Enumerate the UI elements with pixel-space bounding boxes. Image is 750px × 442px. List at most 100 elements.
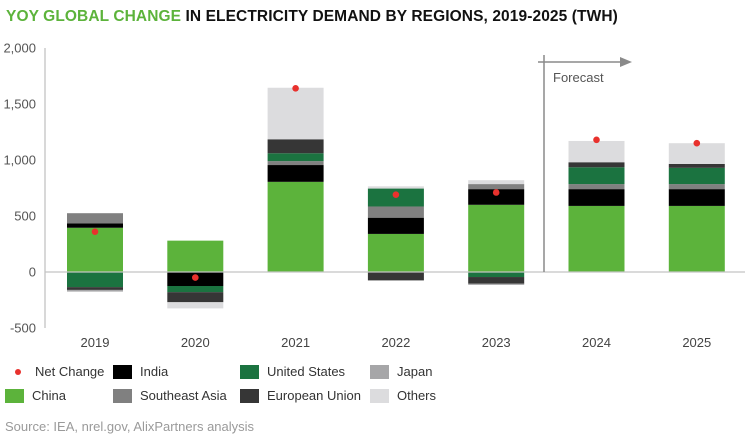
bar-segment-india: [468, 189, 525, 205]
bar-segment-united-states: [668, 167, 725, 185]
net-change-dot: [492, 189, 500, 196]
forecast-arrow-head-icon: [620, 57, 632, 67]
bar-segment-european-union: [468, 277, 525, 284]
bar-segment-others: [668, 143, 725, 164]
bar-segment-southeast-asia: [568, 184, 625, 190]
legend-swatch-icon: [113, 388, 132, 403]
bar-stack-2024: [568, 140, 625, 272]
net-change-dots: [91, 85, 701, 281]
bar-segment-southeast-asia: [468, 184, 525, 190]
chart-title: YOY GLOBAL CHANGE IN ELECTRICITY DEMAND …: [6, 8, 618, 26]
x-tick-label: 2020: [181, 335, 210, 350]
bar-stack-2025: [668, 143, 725, 272]
net-change-dot: [593, 136, 600, 144]
net-change-dot: [292, 85, 299, 92]
x-tick-label: 2021: [281, 335, 310, 350]
chart-plot: 2,000 1,500 1,000 500 0 -500 2019 2020 2021 2022…: [3, 41, 745, 350]
bar-segment-china: [568, 205, 625, 272]
legend-swatch-icon: [240, 388, 259, 403]
bar-segment-southeast-asia: [367, 206, 424, 218]
bar-stack-2019: [67, 213, 123, 292]
bar-stack-2022: [367, 186, 424, 281]
legend-item-united-states: United States: [240, 364, 345, 379]
bar-segment-european-union: [568, 162, 625, 168]
bar-segment-japan: [67, 289, 123, 292]
bar-segment-southeast-asia: [668, 184, 725, 190]
legend-label: United States: [267, 364, 346, 379]
x-tick-label: 2023: [482, 335, 511, 350]
legend-label: Others: [397, 388, 437, 403]
bar-segment-china: [67, 227, 123, 272]
legend-item-european-union: European Union: [240, 388, 361, 403]
net-change-dot: [392, 191, 400, 199]
legend-label: Japan: [397, 364, 433, 379]
bar-segment-european-union: [367, 272, 424, 281]
bar-segment-china: [367, 233, 424, 272]
forecast-annotation: Forecast: [538, 55, 632, 272]
legend-label: China: [32, 388, 66, 403]
legend-label: European Union: [267, 388, 361, 403]
y-tick-label: 1,500: [3, 97, 36, 112]
bar-segment-japan: [468, 283, 525, 285]
y-tick-label: 1,000: [3, 153, 36, 168]
legend-item-southeast-asia: Southeast Asia: [113, 388, 227, 403]
bar-segment-others: [468, 180, 525, 185]
bar-segment-others: [568, 140, 625, 163]
bar-segment-united-states: [468, 272, 525, 278]
bar-segment-india: [568, 189, 625, 206]
source-note: Source: IEA, nrel.gov, AlixPartners anal…: [5, 419, 255, 434]
legend-dot-icon: [15, 368, 21, 375]
bar-segment-european-union: [267, 139, 324, 154]
forecast-label: Forecast: [553, 70, 604, 85]
net-change-dot: [693, 139, 701, 147]
bar-segment-southeast-asia: [267, 161, 324, 166]
legend-swatch-icon: [5, 388, 24, 403]
bar-stack-2023: [468, 180, 525, 285]
legend-item-india: India: [113, 364, 168, 379]
legend-label: India: [140, 364, 169, 379]
y-tick-label: 0: [29, 265, 36, 280]
legend-swatch-icon: [370, 364, 389, 379]
bar-segment-southeast-asia: [67, 213, 123, 224]
legend-swatch-icon: [240, 364, 259, 379]
y-tick-label: -500: [10, 321, 36, 336]
x-tick-label: 2024: [582, 335, 611, 350]
bar-segment-china: [167, 240, 224, 272]
legend-label: Net Change: [35, 364, 105, 379]
bar-segment-india: [668, 189, 725, 206]
bar-segment-others: [267, 87, 324, 140]
bar-segment-india: [367, 217, 424, 234]
legend-item-japan: Japan: [370, 364, 432, 379]
y-axis: 2,000 1,500 1,000 500 0 -500: [3, 41, 46, 336]
y-tick-label: 500: [14, 209, 36, 224]
chart-title-highlight: YOY GLOBAL CHANGE: [6, 8, 182, 25]
chart-title-rest: IN ELECTRICITY DEMAND BY REGIONS, 2019-2…: [181, 8, 618, 25]
net-change-dot: [91, 228, 99, 235]
x-tick-label: 2025: [682, 335, 711, 350]
legend-item-china: China: [5, 388, 66, 403]
net-change-dot: [192, 274, 199, 281]
bar-segment-others: [167, 302, 224, 309]
legend-swatch-icon: [370, 388, 389, 403]
legend-item-net-change: Net Change: [5, 364, 104, 379]
bars: [67, 87, 725, 309]
bar-segment-china: [668, 205, 725, 272]
bar-segment-european-union: [167, 292, 224, 303]
bar-stack-2020: [167, 240, 224, 309]
bar-segment-european-union: [67, 287, 123, 290]
bar-segment-india: [267, 165, 324, 182]
bar-segment-united-states: [67, 272, 123, 288]
y-tick-label: 2,000: [3, 41, 36, 56]
legend-item-others: Others: [370, 388, 436, 403]
x-axis: 2019 2020 2021 2022 2023 2024 2025: [81, 335, 712, 350]
bar-segment-united-states: [568, 167, 625, 185]
bar-segment-china: [267, 181, 324, 272]
bar-segment-european-union: [668, 163, 725, 168]
x-tick-label: 2019: [81, 335, 110, 350]
legend-swatch-icon: [113, 364, 132, 379]
bar-segment-others: [367, 186, 424, 189]
bar-segment-united-states: [267, 153, 324, 162]
bar-stack-2021: [267, 87, 324, 272]
bar-segment-united-states: [167, 286, 224, 293]
bar-segment-china: [468, 204, 525, 272]
